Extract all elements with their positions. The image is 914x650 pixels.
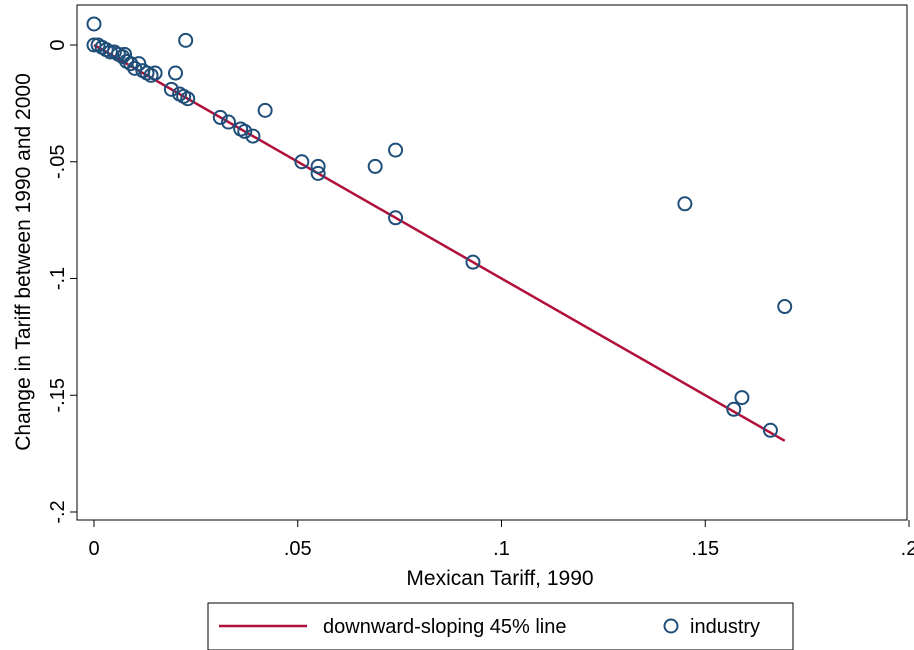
industry-point [168, 65, 183, 81]
industry-point [212, 109, 228, 125]
x-tick-label: 0 [88, 538, 99, 560]
industry-point [180, 91, 196, 107]
industry-point [726, 401, 742, 417]
industry-point [147, 65, 163, 81]
industry-point [677, 196, 693, 212]
industry-point [86, 16, 102, 32]
industry-point [762, 422, 778, 438]
industry-point [388, 142, 404, 158]
legend-label-industry: industry [690, 616, 760, 638]
x-tick-label: .15 [691, 538, 719, 560]
y-tick-label: -.05 [47, 145, 69, 179]
industry-point [310, 165, 326, 181]
legend-label-line: downward-sloping 45% line [323, 616, 566, 638]
y-tick-label: 0 [47, 39, 69, 50]
x-tick-label: .2 [901, 538, 914, 560]
y-tick-label: -.1 [47, 267, 69, 290]
y-axis-title: Change in Tariff between 1990 and 2000 [12, 73, 35, 451]
x-tick-label: .1 [493, 538, 510, 560]
plot-area [86, 16, 793, 442]
industry-point [388, 210, 404, 226]
plot-frame [76, 4, 908, 521]
industry-point [294, 154, 310, 170]
industry-point [220, 114, 236, 130]
industry-point [178, 32, 194, 48]
series-line-45-degree [93, 43, 786, 442]
y-tick-label: -.15 [47, 378, 69, 412]
industry-point [734, 390, 750, 406]
industry-point [367, 158, 383, 174]
x-axis-title: Mexican Tariff, 1990 [406, 567, 593, 590]
industry-point [257, 102, 273, 118]
industry-point [237, 123, 253, 139]
industry-point [465, 254, 481, 270]
x-tick-label: .05 [284, 538, 312, 560]
industry-point [245, 128, 261, 144]
industry-point [310, 158, 326, 174]
industry-point [163, 81, 179, 97]
industry-point [777, 299, 793, 315]
y-tick-label: -.2 [47, 500, 69, 523]
legend: downward-sloping 45% line industry [207, 602, 794, 650]
axes: 0 .05 .1 .15 .2 0 -.05 -.1 -.15 -.2 [47, 39, 914, 560]
legend-circle-swatch [663, 618, 679, 634]
industry-point [123, 56, 139, 72]
